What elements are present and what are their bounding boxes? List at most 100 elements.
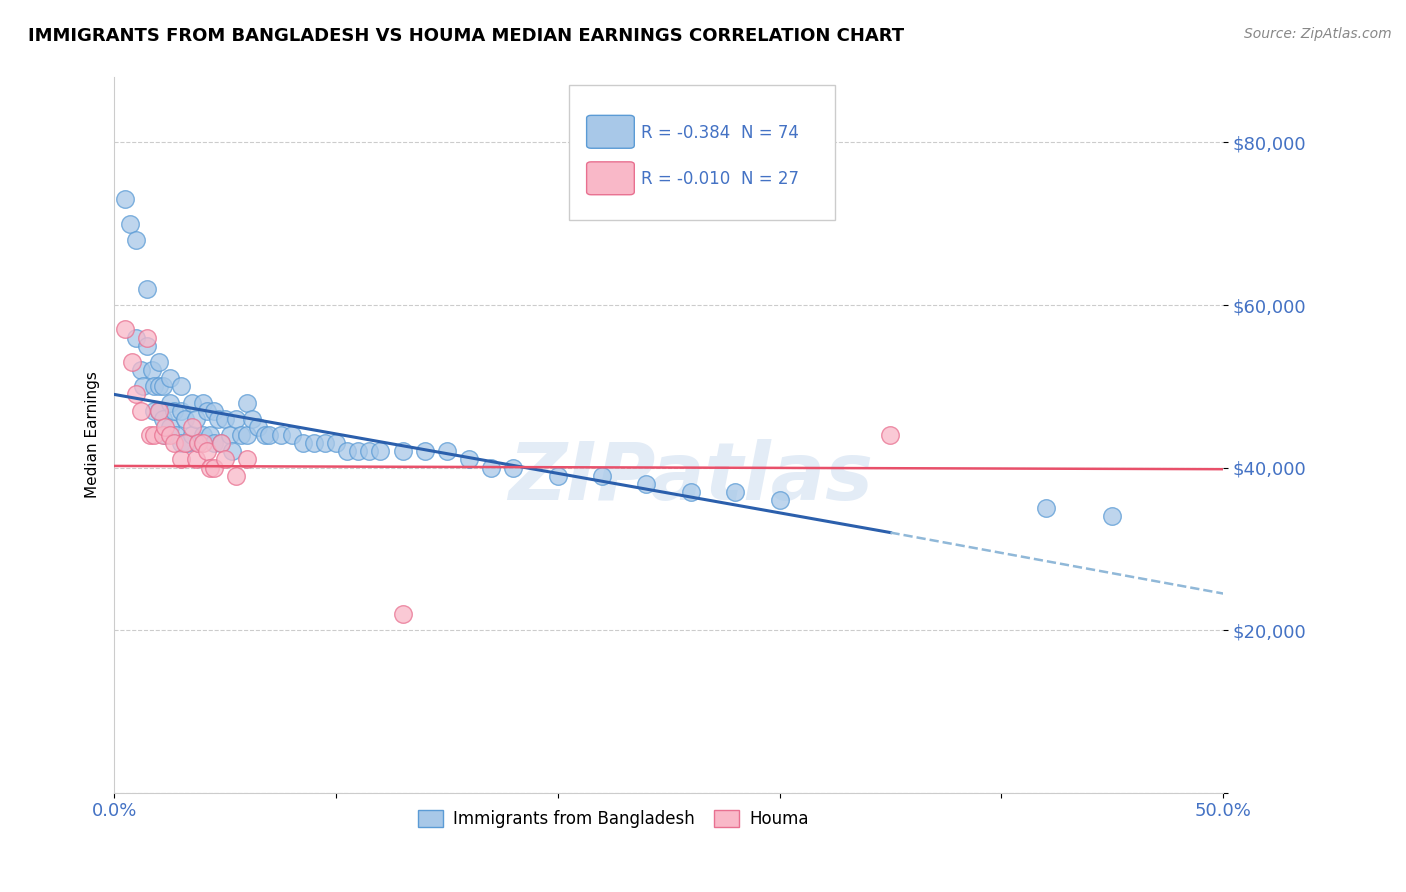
Point bbox=[198, 460, 221, 475]
Point bbox=[225, 468, 247, 483]
Point bbox=[152, 428, 174, 442]
Point bbox=[336, 444, 359, 458]
Point bbox=[114, 192, 136, 206]
Point bbox=[129, 403, 152, 417]
Point bbox=[170, 452, 193, 467]
Point bbox=[209, 436, 232, 450]
Point bbox=[679, 485, 702, 500]
Text: R = -0.010: R = -0.010 bbox=[641, 170, 730, 188]
Point bbox=[186, 411, 208, 425]
Point bbox=[191, 395, 214, 409]
Point bbox=[325, 436, 347, 450]
Point bbox=[291, 436, 314, 450]
Point bbox=[236, 395, 259, 409]
Text: N = 74: N = 74 bbox=[741, 123, 799, 142]
Point bbox=[879, 428, 901, 442]
Point bbox=[138, 428, 160, 442]
Point bbox=[187, 436, 209, 450]
Point bbox=[253, 428, 276, 442]
Point bbox=[180, 395, 202, 409]
Point bbox=[159, 371, 181, 385]
Point bbox=[170, 379, 193, 393]
Text: N = 27: N = 27 bbox=[741, 170, 799, 188]
Point bbox=[148, 403, 170, 417]
Point bbox=[163, 436, 186, 450]
Point bbox=[174, 411, 197, 425]
Point bbox=[187, 436, 209, 450]
Point bbox=[1101, 509, 1123, 524]
Point bbox=[165, 428, 187, 442]
Point bbox=[170, 403, 193, 417]
Point bbox=[236, 428, 259, 442]
Point bbox=[207, 411, 229, 425]
Point bbox=[114, 322, 136, 336]
Point bbox=[143, 403, 166, 417]
Legend: Immigrants from Bangladesh, Houma: Immigrants from Bangladesh, Houma bbox=[411, 803, 815, 834]
Point bbox=[218, 428, 240, 442]
Text: Source: ZipAtlas.com: Source: ZipAtlas.com bbox=[1244, 27, 1392, 41]
Point bbox=[186, 452, 208, 467]
Point bbox=[163, 403, 186, 417]
Point bbox=[302, 436, 325, 450]
Point bbox=[153, 428, 176, 442]
Point bbox=[236, 452, 259, 467]
Point bbox=[136, 330, 159, 344]
Point bbox=[159, 395, 181, 409]
Point bbox=[136, 338, 159, 352]
Point bbox=[202, 403, 225, 417]
Point bbox=[148, 379, 170, 393]
FancyBboxPatch shape bbox=[569, 85, 835, 220]
Point bbox=[391, 607, 413, 621]
Point bbox=[141, 363, 163, 377]
Point bbox=[148, 403, 170, 417]
Point bbox=[436, 444, 458, 458]
Point bbox=[152, 411, 174, 425]
Point bbox=[148, 355, 170, 369]
Point bbox=[129, 363, 152, 377]
Point bbox=[225, 411, 247, 425]
Point bbox=[247, 420, 270, 434]
Point bbox=[479, 460, 502, 475]
Point bbox=[180, 420, 202, 434]
Point bbox=[176, 436, 198, 450]
Point bbox=[125, 387, 148, 401]
Text: ZIPatlas: ZIPatlas bbox=[509, 439, 873, 517]
Point bbox=[121, 355, 143, 369]
Point bbox=[153, 420, 176, 434]
Point bbox=[259, 428, 281, 442]
Point bbox=[174, 436, 197, 450]
Point bbox=[1035, 501, 1057, 516]
Point bbox=[180, 428, 202, 442]
Point bbox=[159, 428, 181, 442]
Point bbox=[413, 444, 436, 458]
Point bbox=[143, 379, 166, 393]
Point bbox=[547, 468, 569, 483]
FancyBboxPatch shape bbox=[586, 161, 634, 194]
Text: IMMIGRANTS FROM BANGLADESH VS HOUMA MEDIAN EARNINGS CORRELATION CHART: IMMIGRANTS FROM BANGLADESH VS HOUMA MEDI… bbox=[28, 27, 904, 45]
Point bbox=[240, 411, 263, 425]
Point bbox=[152, 379, 174, 393]
Point bbox=[221, 444, 243, 458]
Text: R = -0.384: R = -0.384 bbox=[641, 123, 730, 142]
Point bbox=[209, 436, 232, 450]
Point bbox=[202, 436, 225, 450]
FancyBboxPatch shape bbox=[586, 115, 634, 148]
Point bbox=[202, 460, 225, 475]
Point bbox=[198, 428, 221, 442]
Point bbox=[768, 493, 790, 508]
Point bbox=[270, 428, 292, 442]
Point bbox=[132, 379, 155, 393]
Point bbox=[229, 428, 252, 442]
Point bbox=[391, 444, 413, 458]
Point bbox=[191, 436, 214, 450]
Point bbox=[458, 452, 481, 467]
Point bbox=[195, 403, 218, 417]
Point bbox=[214, 452, 236, 467]
Point bbox=[191, 428, 214, 442]
Point bbox=[591, 468, 613, 483]
Point bbox=[159, 420, 181, 434]
Point bbox=[136, 282, 159, 296]
Point bbox=[143, 428, 166, 442]
Point bbox=[314, 436, 336, 450]
Y-axis label: Median Earnings: Median Earnings bbox=[86, 372, 100, 499]
